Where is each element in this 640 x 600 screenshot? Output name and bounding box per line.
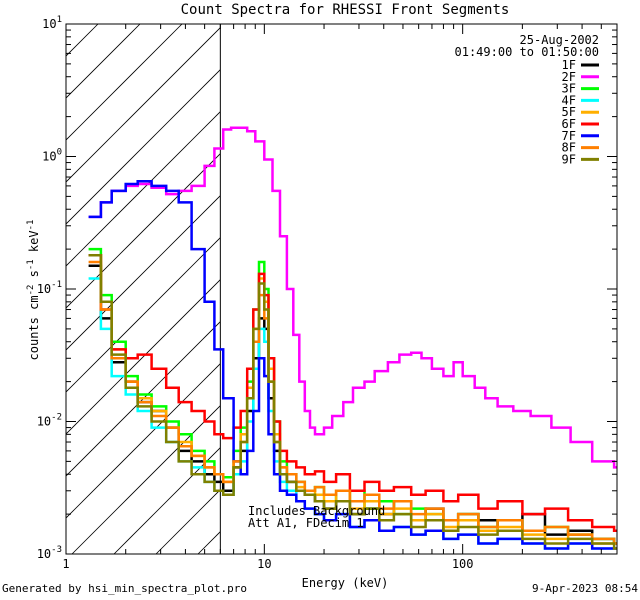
hatch-line xyxy=(66,321,221,477)
hatch-line xyxy=(66,237,221,393)
hatch-line xyxy=(66,111,221,267)
hatch-line xyxy=(66,153,221,309)
y-tick-label: 10-1 xyxy=(37,280,62,296)
legend-label: 6F xyxy=(562,117,576,131)
legend-label: 5F xyxy=(562,105,576,119)
legend-label: 8F xyxy=(562,141,576,155)
y-tick-label: 101 xyxy=(42,15,62,31)
annotation-line-2: Att A1, FDecim 1 xyxy=(248,516,364,530)
series-line-2F xyxy=(88,126,617,469)
hatch-line xyxy=(113,447,221,554)
time-range-label: 01:49:00 to 01:50:00 xyxy=(455,45,600,59)
hatch-line xyxy=(71,405,221,554)
hatch-line xyxy=(240,24,640,554)
hatch-line xyxy=(408,24,640,554)
date-label: 25-Aug-2002 xyxy=(520,33,599,47)
series-line-9F xyxy=(88,253,617,550)
series-line-6F xyxy=(88,253,617,532)
hatch-line xyxy=(618,24,640,554)
hatch-line xyxy=(366,24,640,554)
hatch-line xyxy=(66,279,221,435)
legend-label: 9F xyxy=(562,152,576,166)
legend-label: 4F xyxy=(562,93,576,107)
hatch-line xyxy=(66,69,221,225)
y-tick-label: 10-2 xyxy=(37,413,62,429)
y-tick-label: 100 xyxy=(42,148,62,164)
x-axis-label: Energy (keV) xyxy=(302,576,389,590)
annotation-line-1: Includes Background xyxy=(248,504,385,518)
y-axis-label: counts cm-2 s-1 keV-1 xyxy=(26,220,41,361)
series-layer xyxy=(88,126,617,550)
x-tick-label: 10 xyxy=(257,557,271,571)
hatch-line xyxy=(66,24,183,141)
hatched-excluded-region xyxy=(0,24,640,554)
legend-label: 3F xyxy=(562,82,576,96)
hatch-line xyxy=(66,195,221,351)
legend-label: 7F xyxy=(562,129,576,143)
hatch-line xyxy=(66,363,221,519)
y-tick-label: 10-3 xyxy=(37,545,62,561)
footer-generated-by: Generated by hsi_min_spectra_plot.pro xyxy=(2,582,248,595)
hatch-line xyxy=(324,24,640,554)
x-tick-label: 100 xyxy=(452,557,474,571)
series-line-7F xyxy=(88,180,617,550)
footer-timestamp: 9-Apr-2023 08:54 xyxy=(532,582,638,595)
hatch-line xyxy=(66,27,221,183)
x-tick-label: 1 xyxy=(62,557,69,571)
legend-label: 2F xyxy=(562,70,576,84)
chart-title: Count Spectra for RHESSI Front Segments xyxy=(181,2,510,18)
legend-label: 1F xyxy=(562,58,576,72)
axis-ticks: 1 10 100 10-3 10-2 10-1 100 101 xyxy=(37,15,618,571)
hatch-line xyxy=(0,24,14,554)
hatch-line xyxy=(534,24,640,554)
